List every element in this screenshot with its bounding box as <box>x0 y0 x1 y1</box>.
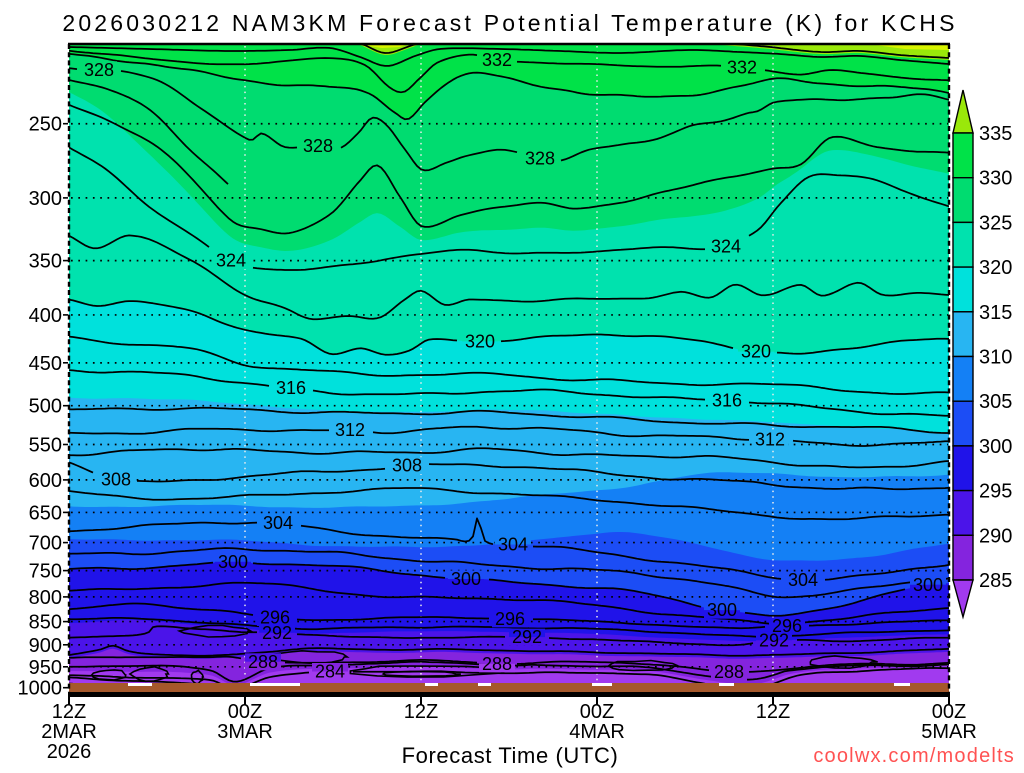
svg-text:316: 316 <box>276 378 306 398</box>
svg-text:324: 324 <box>711 236 741 256</box>
svg-text:950: 950 <box>29 657 62 679</box>
svg-text:296: 296 <box>260 608 290 628</box>
svg-text:312: 312 <box>335 420 365 440</box>
svg-text:324: 324 <box>216 251 246 271</box>
svg-text:285: 285 <box>979 570 1012 592</box>
svg-text:5MAR: 5MAR <box>921 721 977 743</box>
svg-text:320: 320 <box>741 342 771 362</box>
svg-text:320: 320 <box>979 257 1012 279</box>
svg-text:304: 304 <box>498 535 528 555</box>
svg-text:850: 850 <box>29 612 62 634</box>
svg-text:288: 288 <box>482 654 512 674</box>
svg-text:4MAR: 4MAR <box>569 721 625 743</box>
svg-text:550: 550 <box>29 435 62 457</box>
svg-text:3MAR: 3MAR <box>217 721 273 743</box>
svg-text:288: 288 <box>248 652 278 672</box>
svg-text:350: 350 <box>29 251 62 273</box>
svg-text:2MAR: 2MAR <box>41 721 97 743</box>
svg-text:300: 300 <box>218 552 248 572</box>
svg-text:328: 328 <box>525 149 555 169</box>
svg-text:295: 295 <box>979 481 1012 503</box>
svg-text:2026030212 NAM3KM Forecast Pot: 2026030212 NAM3KM Forecast Potential Tem… <box>62 10 957 36</box>
svg-text:305: 305 <box>979 391 1012 413</box>
svg-text:00Z: 00Z <box>580 701 614 723</box>
svg-text:296: 296 <box>772 616 802 636</box>
svg-text:450: 450 <box>29 353 62 375</box>
svg-text:700: 700 <box>29 533 62 555</box>
svg-text:400: 400 <box>29 305 62 327</box>
svg-text:300: 300 <box>979 436 1012 458</box>
svg-text:300: 300 <box>451 569 481 589</box>
svg-text:900: 900 <box>29 635 62 657</box>
svg-text:290: 290 <box>979 525 1012 547</box>
svg-text:500: 500 <box>29 396 62 418</box>
svg-text:12Z: 12Z <box>404 701 438 723</box>
svg-text:300: 300 <box>707 600 737 620</box>
svg-text:328: 328 <box>84 60 114 80</box>
svg-text:292: 292 <box>759 630 789 650</box>
svg-text:300: 300 <box>29 188 62 210</box>
svg-text:600: 600 <box>29 470 62 492</box>
svg-text:328: 328 <box>303 136 333 156</box>
svg-text:800: 800 <box>29 587 62 609</box>
svg-text:Forecast Time (UTC): Forecast Time (UTC) <box>402 743 619 768</box>
svg-text:288: 288 <box>714 662 744 682</box>
svg-text:308: 308 <box>101 470 131 490</box>
svg-text:1000: 1000 <box>18 678 63 700</box>
svg-text:00Z: 00Z <box>228 701 262 723</box>
svg-text:12Z: 12Z <box>756 701 790 723</box>
svg-text:330: 330 <box>979 168 1012 190</box>
svg-text:2026: 2026 <box>47 741 92 763</box>
svg-text:292: 292 <box>512 627 542 647</box>
svg-text:250: 250 <box>29 114 62 136</box>
svg-text:750: 750 <box>29 561 62 583</box>
svg-text:304: 304 <box>788 570 818 590</box>
svg-text:00Z: 00Z <box>932 701 966 723</box>
svg-text:332: 332 <box>482 50 512 70</box>
svg-text:308: 308 <box>392 456 422 476</box>
svg-text:320: 320 <box>465 331 495 351</box>
svg-text:12Z: 12Z <box>52 701 86 723</box>
svg-text:316: 316 <box>712 390 742 410</box>
svg-text:300: 300 <box>913 575 943 595</box>
svg-text:325: 325 <box>979 212 1012 234</box>
svg-text:310: 310 <box>979 347 1012 369</box>
svg-text:284: 284 <box>315 662 345 682</box>
svg-text:332: 332 <box>727 58 757 78</box>
svg-text:292: 292 <box>262 623 292 643</box>
svg-text:315: 315 <box>979 302 1012 324</box>
svg-text:335: 335 <box>979 123 1012 145</box>
svg-text:650: 650 <box>29 502 62 524</box>
svg-text:coolwx.com/modelts: coolwx.com/modelts <box>813 745 1015 767</box>
svg-text:296: 296 <box>495 609 525 629</box>
svg-text:304: 304 <box>263 513 293 533</box>
svg-text:312: 312 <box>755 430 785 450</box>
